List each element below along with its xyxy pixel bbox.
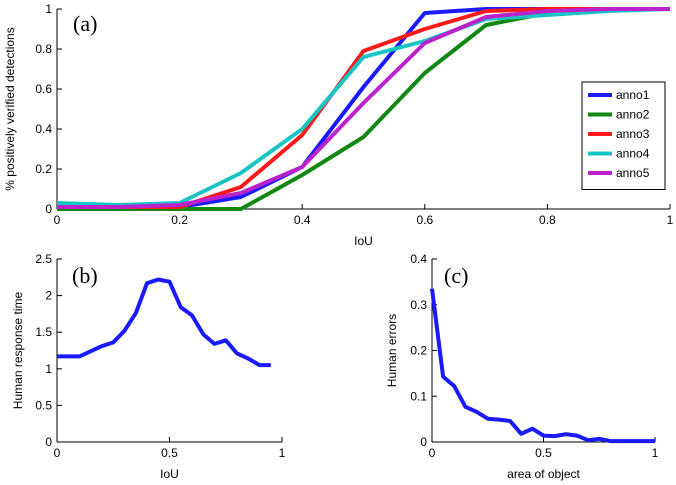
series-line-series-0 (430, 288, 655, 444)
legend-entry-anno5: anno5 (616, 166, 650, 180)
panel-label: (c) (444, 263, 468, 288)
y-tick-label: 0.6 (35, 82, 52, 96)
chart-panel-b: 0 0.5 1 0 0.5 1 1.5 2 2.5 IoU Human response time (… (11, 252, 286, 481)
legend-entry-anno4: anno4 (616, 147, 650, 161)
series-line-anno4 (56, 7, 671, 207)
y-tick-label: 0.1 (410, 389, 427, 403)
x-tick-label: 0 (54, 446, 61, 460)
x-tick-label: 0.8 (539, 213, 556, 227)
y-axis-label: Human errors (385, 314, 399, 387)
y-tick-label: 0.2 (35, 162, 52, 176)
panel-label: (b) (72, 263, 98, 288)
x-tick-label: 0 (429, 446, 436, 460)
y-tick-label: 0 (420, 435, 427, 449)
legend-entry-anno3: anno3 (616, 127, 650, 141)
x-axis-label: area of object (507, 467, 580, 481)
y-tick-label: 0.5 (35, 398, 52, 412)
y-axis-label: Human response time (11, 291, 25, 409)
y-axis-label: % positively verified detections (3, 27, 17, 190)
y-tick-label: 0 (45, 202, 52, 216)
y-tick-label: 0.4 (410, 252, 427, 266)
y-tick-label: 1.5 (35, 325, 52, 339)
y-tick-label: 2.5 (35, 252, 52, 266)
y-tick-label: 1 (45, 2, 52, 16)
y-tick-label: 1 (45, 362, 52, 376)
chart-panel-a: 0 0.2 0.4 0.6 0.8 1 0 0.2 0.4 0.6 0.8 1 IoU % positiv… (3, 2, 674, 248)
x-tick-label: 0.2 (171, 213, 188, 227)
x-tick-label: 1 (652, 446, 659, 460)
series-line-anno1 (57, 7, 670, 209)
legend-entry-anno1: anno1 (616, 88, 650, 102)
y-tick-label: 2 (45, 289, 52, 303)
x-tick-label: 0 (54, 213, 61, 227)
y-tick-label: 0.4 (35, 122, 52, 136)
legend: anno1 anno2 anno3 anno4 anno5 (581, 81, 666, 190)
x-tick-label: 0.4 (294, 213, 311, 227)
series-line-anno3 (57, 7, 670, 209)
y-tick-label: 0.8 (35, 42, 52, 56)
legend-entry-anno2: anno2 (616, 108, 650, 122)
x-tick-label: 0.6 (416, 213, 433, 227)
chart-panel-c: 0 0.5 1 0 0.1 0.2 0.3 0.4 area of object Human er… (385, 252, 659, 481)
series-line-anno5 (57, 7, 670, 209)
y-tick-label: 0 (45, 435, 52, 449)
x-axis-label: IoU (160, 467, 179, 481)
x-tick-label: 1 (279, 446, 286, 460)
series-line-anno2 (57, 7, 670, 211)
x-tick-label: 1 (667, 213, 674, 227)
y-tick-label: 0.2 (410, 344, 427, 358)
x-tick-label: 0.5 (535, 446, 552, 460)
x-axis-label: IoU (354, 234, 373, 248)
y-tick-label: 0.3 (410, 298, 427, 312)
x-tick-label: 0.5 (161, 446, 178, 460)
panel-label: (a) (73, 11, 97, 36)
series-line-series-0 (57, 277, 271, 368)
